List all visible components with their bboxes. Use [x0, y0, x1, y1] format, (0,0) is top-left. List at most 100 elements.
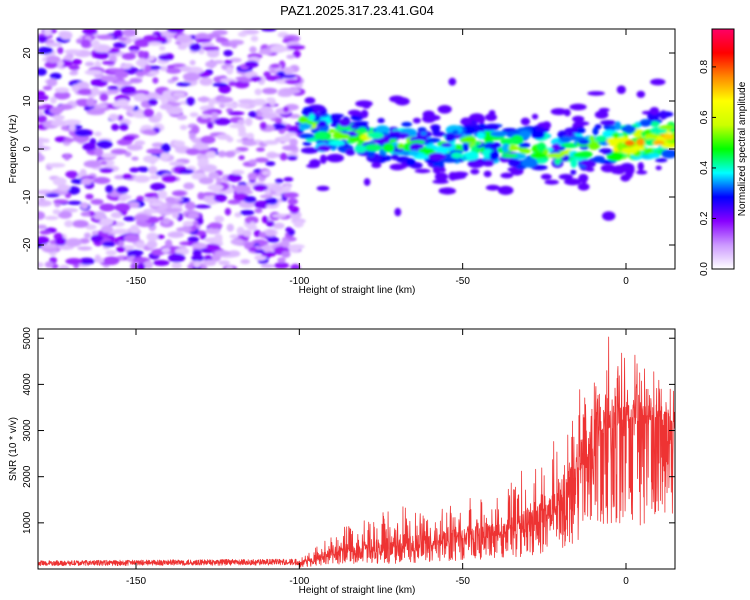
spectrogram-cell-796	[57, 211, 73, 219]
spectrogram-cell-970	[587, 91, 605, 96]
spectrogram-cell-492	[185, 96, 196, 106]
spectrogram-cell-407	[55, 237, 67, 246]
spectrogram-cell-1066	[316, 185, 330, 191]
spectrogram-cell-1369	[448, 171, 457, 181]
spectrogram-cell-520	[127, 201, 140, 208]
spectrogram-cell-541	[207, 121, 214, 129]
spectrogram-cell-494	[230, 238, 244, 245]
spectrogram-cell-1109	[550, 108, 567, 116]
spectrogram-cell-753	[63, 119, 81, 126]
spectrogram-cell-593	[279, 135, 291, 142]
snr-x-label: Height of straight line (km)	[299, 585, 416, 596]
spectrogram-cell-718	[276, 71, 286, 77]
spectrogram-cell-200	[129, 77, 143, 84]
spectrogram-cell-1392	[612, 132, 620, 139]
spectrogram-cell-555	[72, 58, 82, 65]
spectrogram-cell-1160	[391, 153, 399, 161]
spectrogram-cell-826	[281, 239, 290, 248]
spectrogram-cell-896	[259, 121, 267, 130]
spectrogram-cell-151	[63, 153, 71, 161]
snr-y-label: SNR (10 * v/v)	[8, 417, 19, 481]
spectrogram-cell-617	[129, 224, 140, 234]
spectrogram-cell-1194	[470, 145, 478, 154]
y-tick-label: 5000	[22, 327, 33, 350]
spectrogram-cell-677	[200, 135, 216, 144]
spectrogram-cell-1200	[570, 169, 577, 175]
spectrogram-cell-1358	[441, 157, 458, 163]
spectrogram-cell-647	[135, 241, 146, 249]
spectrogram-cell-755	[265, 229, 276, 237]
spectrogram-cell-372	[38, 146, 51, 151]
spectrogram-cell-1048	[363, 178, 371, 186]
spectrogram-cell-1338	[649, 107, 660, 115]
spectrogram-cell-754	[52, 114, 65, 121]
spectrogram-cell-759	[161, 175, 178, 183]
spectrogram-cell-495	[64, 49, 82, 54]
spectrogram-cell-1278	[382, 143, 395, 153]
spectrogram-cell-1383	[662, 133, 675, 140]
spectrogram-cell-1398	[445, 132, 456, 142]
spectrogram-cell-560	[185, 148, 200, 156]
spectrogram-cell-884	[224, 103, 240, 108]
spectrogram-cell-1292	[451, 152, 463, 159]
spectrogram-cell-747	[231, 169, 245, 175]
spectrogram-cell-1372	[616, 85, 626, 94]
spectrogram-cell-816	[240, 259, 251, 265]
spectrogram-cell-1206	[655, 165, 662, 171]
spectrogram-cell-207	[254, 157, 269, 163]
spectrogram-cell-424	[212, 82, 228, 87]
spectrogram-cell-84	[229, 57, 242, 63]
spectrogram-cell-1296	[314, 131, 329, 140]
spectrogram-cell-412	[197, 96, 211, 103]
spectrogram-cell-1381	[354, 145, 367, 153]
spectrogram-cell-1335	[572, 151, 591, 158]
spectrogram-cell-429	[127, 249, 144, 256]
spectrogram-cell-442	[265, 161, 276, 167]
spectrogram-cell-894	[143, 197, 160, 203]
spectrogram-cell-619	[82, 142, 96, 151]
spectrogram-cell-1334	[578, 138, 590, 145]
spectrogram-cell-761	[144, 260, 154, 269]
spectrogram-cell-694	[176, 114, 188, 121]
spectrogram-cell-210	[38, 141, 44, 147]
spectrogram-cell-769	[65, 170, 79, 179]
spectrogram-cell-631	[242, 229, 252, 237]
spectrogram-cell-391	[137, 50, 146, 59]
spectrogram-cell-980	[470, 168, 480, 175]
spectrogram-cell-1402	[386, 134, 401, 140]
spectrogram-cell-476	[84, 61, 95, 67]
spectrogram-cell-700	[50, 96, 57, 104]
spectrogram-cell-1347	[650, 78, 666, 86]
spectrogram-cell-784	[195, 38, 212, 43]
spectrogram-cell-465	[237, 31, 248, 37]
spectrogram-cell-552	[96, 34, 114, 40]
y-tick-label: 3000	[22, 419, 33, 442]
spectrogram-cell-728	[169, 161, 186, 166]
spectrogram-cell-757	[77, 88, 94, 96]
spectrogram-cell-1314	[501, 138, 520, 143]
spectrogram-cell-1098	[302, 141, 312, 146]
spectrogram-cell-1027	[575, 127, 586, 134]
spectrogram-cell-1375	[518, 142, 531, 148]
spectrogram-cell-1411	[437, 105, 452, 114]
spectrogram-cell-844	[213, 193, 227, 203]
spectrogram-cell-532	[205, 227, 221, 235]
spectrogram-cell-41	[113, 42, 127, 49]
spectrogram-cell-687	[225, 265, 234, 269]
spectrogram-cell-1297	[428, 152, 446, 161]
spectrogram-cell-831	[214, 250, 231, 257]
spectrogram-cell-446	[129, 167, 140, 173]
spectrogram-cell-146	[111, 123, 120, 131]
spectrogram-cell-126	[227, 250, 241, 258]
spectrogram-cell-470	[65, 238, 82, 247]
spectrogram-cell-685	[49, 72, 62, 80]
spectrogram-cell-973	[540, 173, 552, 180]
spectrogram-cell-1336	[357, 127, 367, 133]
spectrogram-cell-167	[85, 224, 97, 230]
spectrogram-cell-1230	[558, 173, 573, 180]
spectrogram-cell-673	[146, 232, 159, 242]
spectrogram-cell-612	[155, 111, 163, 121]
spectrogram-cell-441	[274, 262, 290, 269]
spectrogram-cell-279	[150, 182, 166, 191]
spectrogram-cell-1032	[551, 143, 561, 151]
